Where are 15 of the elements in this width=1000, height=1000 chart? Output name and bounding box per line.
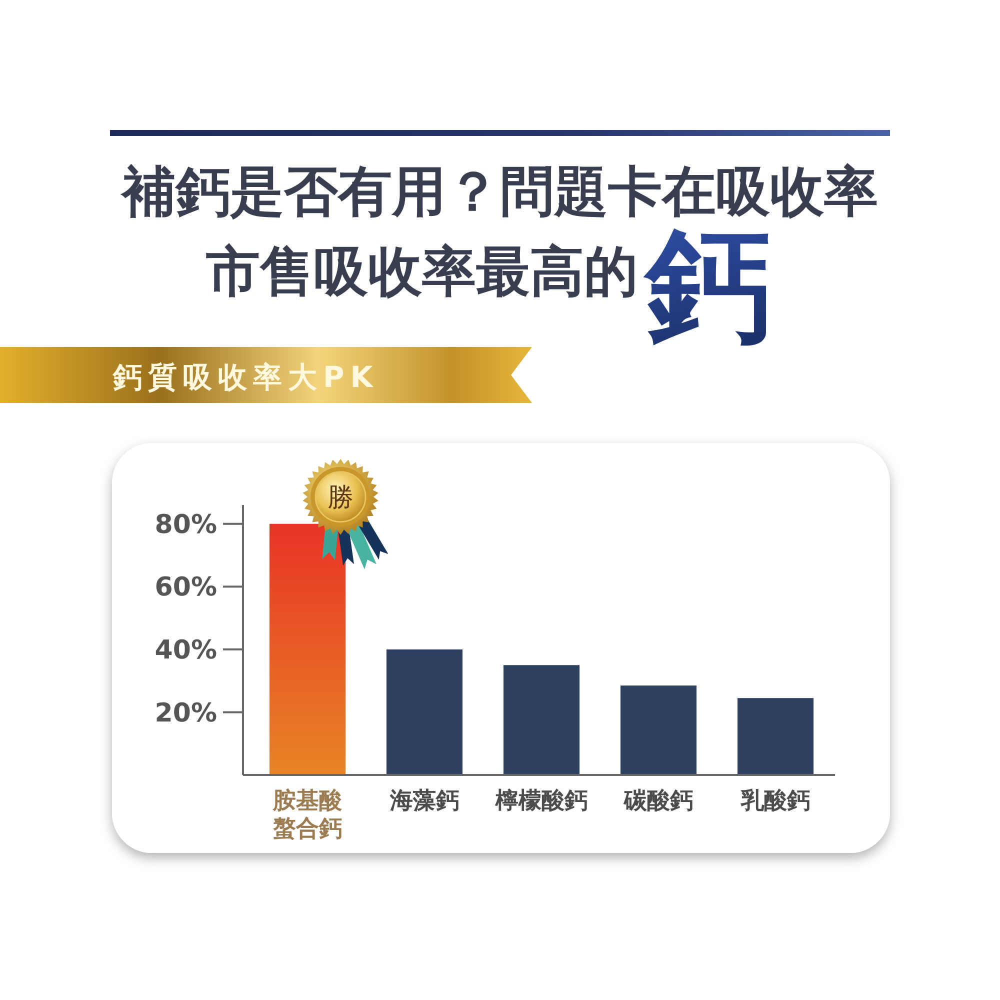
x-tick-label: 乳酸鈣 xyxy=(740,787,810,814)
x-tick-label: 胺基酸螯合鈣 xyxy=(272,787,343,842)
bar xyxy=(620,686,697,775)
bar xyxy=(737,698,814,775)
bar xyxy=(386,649,463,775)
y-tick-label: 60% xyxy=(154,572,217,603)
x-tick-label: 檸檬酸鈣 xyxy=(494,787,588,814)
y-tick-label: 20% xyxy=(154,698,217,728)
x-tick-label: 海藻鈣 xyxy=(389,787,459,814)
y-tick-label: 80% xyxy=(154,510,217,540)
text: 鈣質吸收率大PK xyxy=(112,360,379,394)
annotation: 勝 xyxy=(328,483,354,514)
y-tick-label: 40% xyxy=(154,636,217,666)
bar xyxy=(503,665,580,775)
x-tick-label: 碳酸鈣 xyxy=(623,787,693,814)
